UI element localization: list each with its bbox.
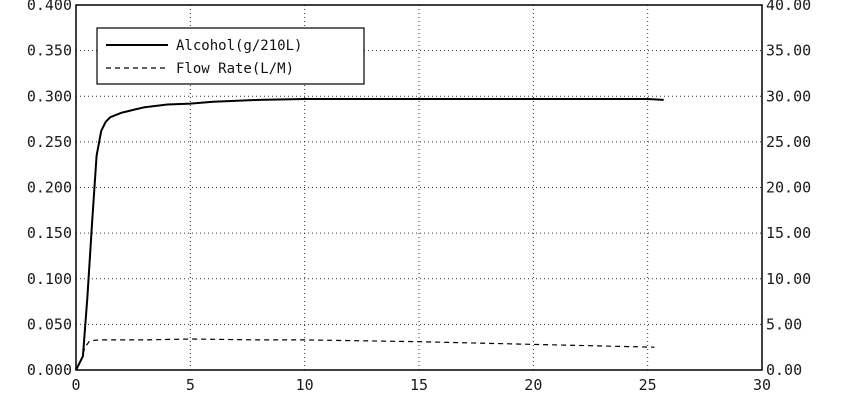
- y-tick-label: 0.400: [27, 0, 72, 14]
- y-tick-label: 0.200: [27, 179, 72, 197]
- legend: Alcohol(g/210L) Flow Rate(L/M): [96, 27, 365, 85]
- x-tick-label: 5: [186, 376, 195, 394]
- y-tick-label: 0.250: [27, 133, 72, 151]
- y2-tick-label: 35.00: [766, 42, 811, 60]
- y-tick-label: 0.350: [27, 42, 72, 60]
- x-tick-label: 30: [753, 376, 771, 394]
- y-tick-label: 0.000: [27, 361, 72, 379]
- x-tick-label: 15: [410, 376, 428, 394]
- tick-layer: 0.0000.0500.1000.1500.2000.2500.3000.350…: [27, 0, 811, 394]
- y2-tick-label: 30.00: [766, 87, 811, 105]
- series-line-alcohol: [75, 98, 664, 371]
- y2-tick-label: 10.00: [766, 270, 811, 288]
- plot-frame: [75, 4, 763, 371]
- y-tick-label: 0.300: [27, 87, 72, 105]
- x-tick-label: 25: [639, 376, 657, 394]
- x-tick-label: 10: [296, 376, 314, 394]
- legend-label-flow-rate: Flow Rate(L/M): [176, 61, 294, 77]
- y2-tick-label: 40.00: [766, 0, 811, 14]
- y2-tick-label: 5.00: [766, 315, 802, 333]
- y2-tick-label: 15.00: [766, 224, 811, 242]
- series-layer: [75, 98, 664, 371]
- y2-tick-label: 25.00: [766, 133, 811, 151]
- y-tick-label: 0.050: [27, 315, 72, 333]
- y2-tick-label: 0.00: [766, 361, 802, 379]
- x-tick-label: 0: [71, 376, 80, 394]
- legend-box: [96, 27, 365, 85]
- x-tick-label: 20: [524, 376, 542, 394]
- y2-tick-label: 20.00: [766, 179, 811, 197]
- y-tick-label: 0.100: [27, 270, 72, 288]
- y-tick-label: 0.150: [27, 224, 72, 242]
- legend-label-alcohol: Alcohol(g/210L): [176, 38, 302, 54]
- series-line-flow-rate: [75, 338, 655, 371]
